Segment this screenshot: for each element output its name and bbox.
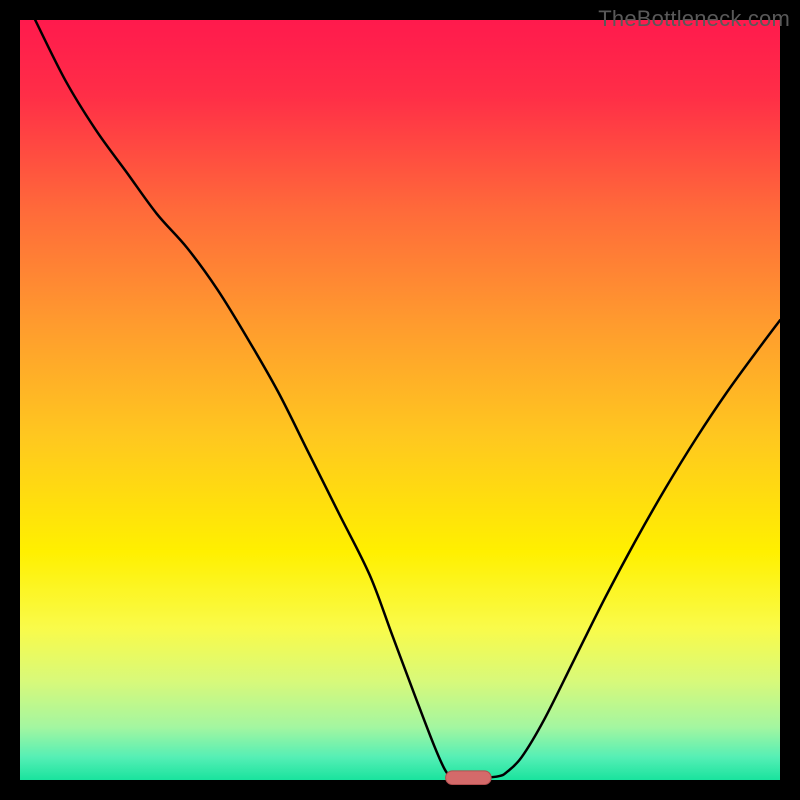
bottleneck-chart: [0, 0, 800, 800]
chart-container: TheBottleneck.com: [0, 0, 800, 800]
watermark-text: TheBottleneck.com: [598, 6, 790, 32]
bottleneck-marker: [446, 771, 492, 785]
plot-background: [20, 20, 780, 780]
